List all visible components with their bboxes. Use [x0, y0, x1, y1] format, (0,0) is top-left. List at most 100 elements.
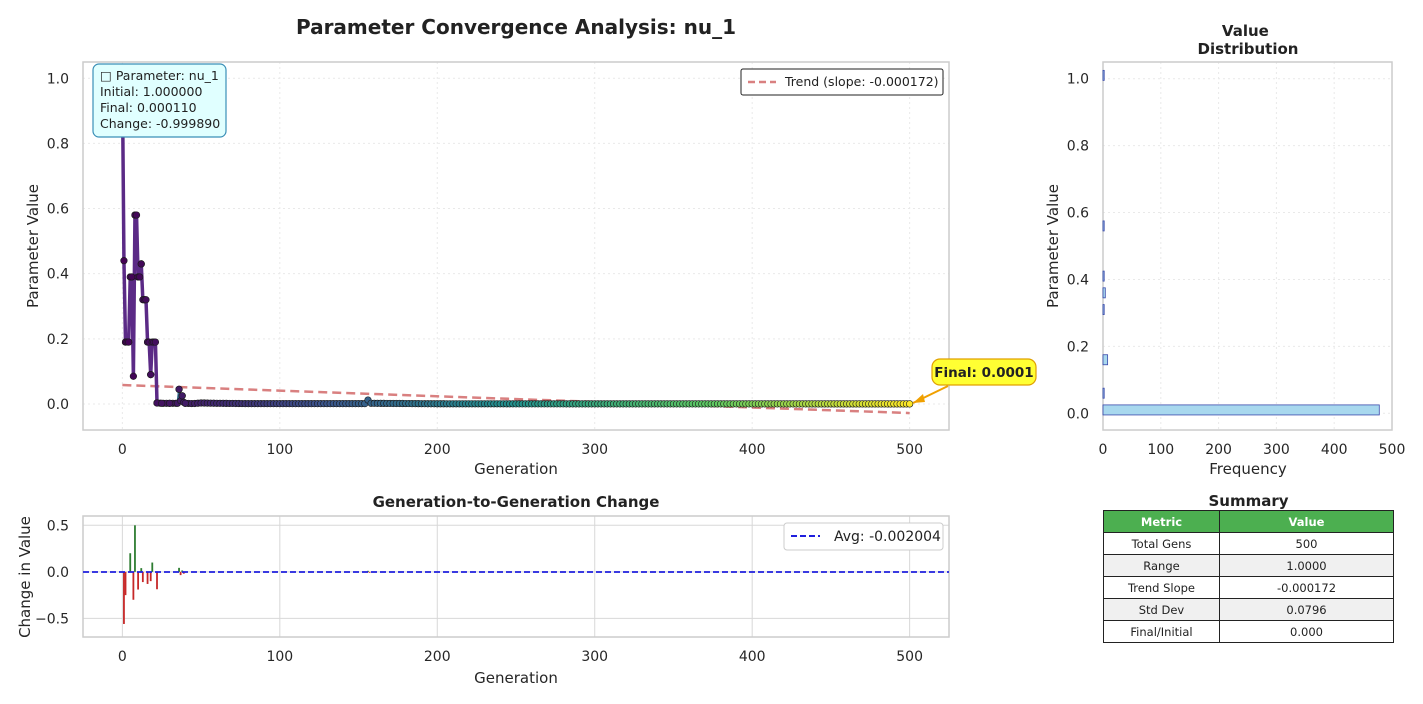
hist-xtick-label: 100 — [1147, 442, 1174, 458]
change-bar — [151, 562, 154, 572]
table-row: Std Dev 0.0796 — [1103, 598, 1394, 621]
hist-ylabel: Parameter Value — [1044, 184, 1062, 308]
change-bar — [137, 571, 140, 590]
table-cell-metric: Trend Slope — [1103, 576, 1220, 599]
avg-legend-label: Avg: -0.002004 — [834, 529, 941, 545]
hist-xtick-label: 500 — [1379, 442, 1406, 458]
summary-header-metric: Metric — [1103, 510, 1220, 533]
final-arrowhead — [913, 394, 925, 403]
table-cell-metric: Total Gens — [1103, 532, 1220, 555]
table-cell-metric: Final/Initial — [1103, 620, 1220, 643]
data-point — [906, 400, 914, 408]
histogram-bar — [1102, 387, 1105, 399]
table-cell-value: -0.000172 — [1219, 576, 1394, 599]
table-row: Trend Slope -0.000172 — [1103, 576, 1394, 599]
change-frame — [82, 515, 950, 638]
data-point — [132, 211, 141, 219]
hist-frame — [1102, 61, 1393, 431]
change-bar — [134, 525, 136, 572]
parameter-info-box: □ Parameter: nu_1 Initial: 1.000000 Final… — [92, 63, 227, 138]
main-legend-box — [740, 68, 944, 96]
change-xlabel: Generation — [474, 669, 558, 687]
data-point — [175, 385, 183, 393]
summary-header-value: Value — [1219, 510, 1394, 533]
hist-ytick-label: 0.4 — [1067, 272, 1089, 288]
histogram-bar — [1102, 304, 1105, 315]
histogram-bar — [1102, 220, 1105, 232]
final-annotation-box — [931, 358, 1037, 386]
trend-line — [122, 383, 910, 415]
info-initial: Initial: 1.000000 — [100, 84, 202, 99]
data-point — [178, 392, 186, 400]
change-bar — [141, 571, 144, 583]
data-point — [120, 257, 128, 265]
value-distribution-plot: Value Distribution 0 100 200 300 400 500 0.0 0.… — [1044, 22, 1405, 478]
change-xtick-label: 0 — [118, 649, 127, 665]
main-ytick-label: 0.4 — [47, 267, 69, 283]
hist-ytick-label: 0.2 — [1067, 339, 1089, 355]
histogram-bar — [1102, 287, 1106, 299]
data-point — [125, 338, 133, 346]
main-xtick-label: 200 — [424, 442, 451, 458]
change-bar — [156, 571, 158, 590]
histogram-bar — [1102, 354, 1109, 366]
hist-xtick-label: 200 — [1205, 442, 1232, 458]
change-legend-box — [783, 522, 944, 551]
info-change: Change: -0.999890 — [100, 116, 220, 131]
figure-title: Parameter Convergence Analysis: nu_1 — [296, 15, 736, 39]
main-ytick-label: 0.0 — [47, 397, 69, 413]
table-cell-value: 0.000 — [1219, 620, 1394, 643]
hist-title-distribution: Distribution — [1198, 40, 1299, 58]
summary-header-row: Metric Value — [1103, 510, 1394, 533]
main-xlabel: Generation — [474, 460, 558, 478]
change-bar — [132, 571, 135, 600]
info-box-background — [92, 63, 227, 138]
histogram-bar — [1102, 270, 1105, 282]
change-xtick-label: 200 — [424, 649, 451, 665]
hist-ytick-label: 1.0 — [1067, 72, 1089, 88]
data-point — [181, 399, 189, 407]
generation-change-plot: Generation-to-Generation Change 0 100 200 3… — [16, 493, 950, 687]
change-ytick-label: 0.0 — [47, 565, 69, 581]
table-cell-metric: Std Dev — [1103, 598, 1220, 621]
change-title: Generation-to-Generation Change — [373, 493, 660, 511]
main-xtick-label: 0 — [118, 442, 127, 458]
change-xtick-label: 100 — [266, 649, 293, 665]
change-bar — [129, 553, 132, 572]
data-point — [166, 399, 174, 407]
main-xtick-label: 400 — [739, 442, 766, 458]
hist-ytick-label: 0.0 — [1067, 406, 1089, 422]
table-row: Total Gens 500 — [1103, 532, 1394, 555]
change-bar — [178, 567, 180, 572]
final-annotation: Final: 0.0001 — [912, 358, 1037, 404]
change-bar — [123, 571, 125, 624]
main-ytick-label: 0.2 — [47, 332, 69, 348]
data-point — [142, 296, 150, 304]
change-bar — [179, 571, 182, 576]
change-bar — [124, 571, 127, 596]
main-ytick-label: 1.0 — [47, 71, 69, 87]
change-bar — [146, 571, 149, 584]
main-xtick-label: 500 — [896, 442, 923, 458]
hist-xtick-label: 0 — [1099, 442, 1108, 458]
change-bar — [149, 571, 152, 582]
info-icon: □ — [100, 68, 112, 83]
main-legend: Trend (slope: -0.000172) — [740, 68, 944, 96]
table-cell-value: 500 — [1219, 532, 1394, 555]
data-point — [128, 273, 136, 281]
info-final: Final: 0.000110 — [100, 100, 197, 115]
histogram-bar — [1102, 69, 1105, 81]
final-annotation-text: Final: 0.0001 — [934, 365, 1033, 381]
trend-legend-label: Trend (slope: -0.000172) — [784, 74, 939, 89]
summary-table: Metric Value Total Gens 500 Range 1.0000… — [1103, 510, 1394, 643]
main-xtick-label: 100 — [266, 442, 293, 458]
change-legend: Avg: -0.002004 — [783, 522, 944, 551]
table-row: Range 1.0000 — [1103, 554, 1394, 577]
data-point — [129, 372, 137, 380]
main-xtick-label: 300 — [581, 442, 608, 458]
hist-title-line1: Value Distribution — [1198, 22, 1299, 58]
main-ytick-label: 0.8 — [47, 136, 69, 152]
info-parameter: □ Parameter: nu_1 — [100, 68, 219, 83]
table-cell-value: 0.0796 — [1219, 598, 1394, 621]
